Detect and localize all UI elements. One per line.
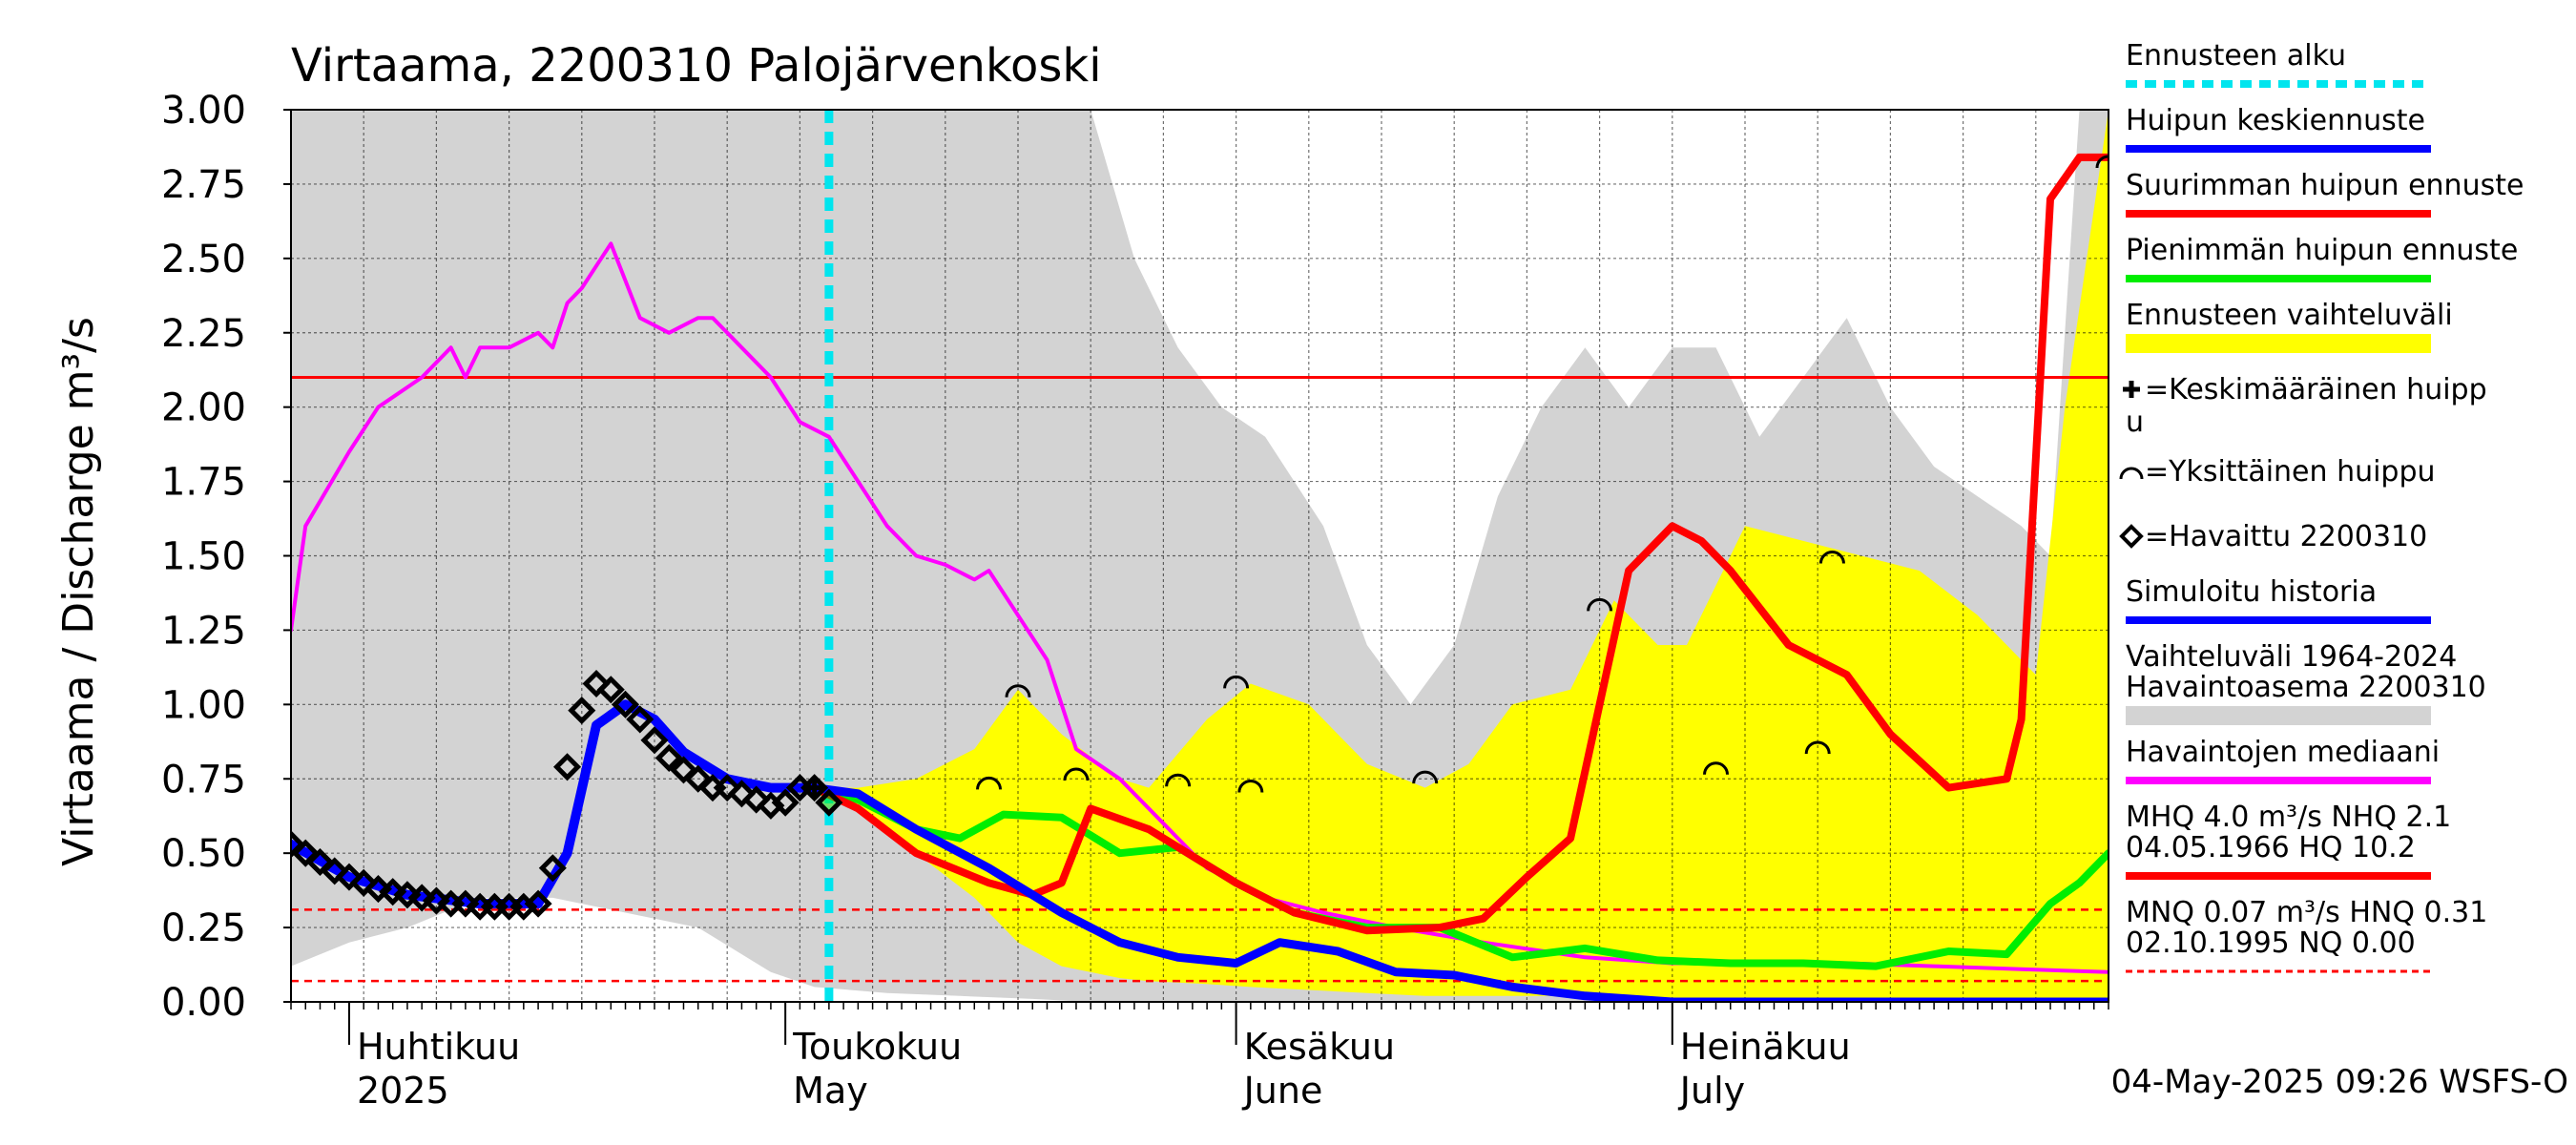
mean-peak-marker bbox=[803, 777, 825, 799]
observed-point bbox=[305, 847, 335, 877]
legend-item-label: Pienimmän huipun ennuste bbox=[2126, 234, 2518, 267]
x-month-label-fi: Heinäkuu bbox=[1680, 1026, 1851, 1068]
plot-area bbox=[290, 109, 2109, 1003]
x-month-label-fi: Kesäkuu bbox=[1244, 1026, 1396, 1068]
legend-item-label-2: Havaintoasema 2200310 bbox=[2126, 671, 2486, 704]
observed-point bbox=[727, 780, 756, 808]
y-axis-label: Virtaama / Discharge m³/s bbox=[54, 317, 103, 866]
observed-point bbox=[407, 884, 436, 912]
single-peaks bbox=[976, 155, 2109, 793]
observed-point bbox=[379, 878, 407, 906]
x-month-label-en: May bbox=[793, 1070, 868, 1112]
observed-point bbox=[364, 875, 392, 904]
single-peak-marker bbox=[1818, 551, 1845, 564]
x-month-label-en: June bbox=[1242, 1070, 1323, 1112]
single-peak-marker bbox=[1703, 761, 1730, 775]
legend-item-label: MNQ 0.07 m³/s HNQ 0.31 bbox=[2126, 896, 2487, 929]
observed-point bbox=[422, 886, 450, 915]
forecast-range-band bbox=[814, 110, 2109, 999]
chart-title: Virtaama, 2200310 Palojärvenkoski bbox=[291, 39, 1102, 93]
plot-clipped-group bbox=[291, 110, 2109, 1002]
legend-item-label: =Keskimääräinen huipp bbox=[2145, 373, 2487, 406]
observed-point bbox=[335, 863, 364, 891]
observed-point bbox=[626, 705, 654, 734]
single-peak-marker bbox=[1237, 779, 1264, 793]
legend-item-label-2: u bbox=[2126, 406, 2144, 439]
single-peak-marker bbox=[1804, 740, 1831, 755]
legend-item-label: Ennusteen alku bbox=[2126, 39, 2346, 73]
observed-point bbox=[291, 830, 305, 859]
x-month-label-en: July bbox=[1678, 1070, 1745, 1112]
y-tick-label: 2.75 bbox=[161, 163, 246, 207]
observed-point bbox=[321, 857, 349, 885]
y-tick-label: 0.50 bbox=[161, 832, 246, 876]
observed-point bbox=[713, 774, 741, 802]
single-peak-marker bbox=[1223, 675, 1250, 689]
observed-point bbox=[654, 743, 683, 772]
y-tick-label: 0.75 bbox=[161, 758, 246, 802]
y-tick-label: 1.00 bbox=[161, 683, 246, 727]
observed-point bbox=[349, 868, 378, 897]
timestamp-footer: 04-May-2025 09:26 WSFS-O bbox=[2111, 1063, 2568, 1101]
legend: Ennusteen alku Huipun keskiennuste Suurimm… bbox=[2119, 39, 2524, 973]
single-peak-marker bbox=[976, 776, 1003, 790]
observed-point bbox=[596, 676, 625, 704]
observed-point bbox=[815, 788, 843, 817]
observed-point bbox=[524, 889, 552, 918]
legend-swatch bbox=[2126, 334, 2431, 353]
y-tick-label: 2.00 bbox=[161, 386, 246, 430]
x-month-label-fi: Toukokuu bbox=[792, 1026, 962, 1068]
observed-point bbox=[291, 839, 320, 867]
single-peak-marker bbox=[1412, 770, 1439, 784]
y-tick-label: 1.25 bbox=[161, 609, 246, 653]
single-peak-marker bbox=[1005, 684, 1031, 697]
legend-diamond-icon bbox=[2119, 524, 2144, 549]
y-tick-label: 1.50 bbox=[161, 535, 246, 579]
observed-point bbox=[582, 669, 611, 698]
observed-point bbox=[684, 764, 713, 793]
x-month-label-fi: Huhtikuu bbox=[357, 1026, 520, 1068]
legend-item-label: Vaihteluväli 1964-2024 bbox=[2126, 640, 2457, 674]
legend-item-label: Huipun keskiennuste bbox=[2126, 104, 2425, 137]
x-month-label-en: 2025 bbox=[357, 1070, 449, 1112]
observed-point bbox=[393, 881, 422, 909]
series-havaittu-2200310 bbox=[291, 669, 843, 921]
y-tick-label: 3.00 bbox=[161, 89, 246, 133]
legend-item-label: MHQ 4.0 m³/s NHQ 2.1 bbox=[2126, 801, 2451, 834]
series-huipun-keskiennuste bbox=[810, 783, 2109, 1002]
single-peak-marker bbox=[2095, 155, 2109, 169]
legend-item-label: =Havaittu 2200310 bbox=[2145, 520, 2427, 553]
y-tick-label: 2.50 bbox=[161, 238, 246, 281]
legend-swatch bbox=[2126, 706, 2431, 725]
observed-point bbox=[538, 854, 567, 883]
y-tick-label: 0.00 bbox=[161, 981, 246, 1025]
observed-point bbox=[568, 697, 596, 725]
observed-point bbox=[611, 690, 640, 718]
y-tick-label: 1.75 bbox=[161, 461, 246, 505]
legend-item-label: Havaintojen mediaani bbox=[2126, 736, 2440, 769]
single-peak-marker bbox=[1587, 597, 1613, 612]
series-suurimman-huipun-ennuste bbox=[810, 153, 2109, 935]
legend-item-label-2: 02.10.1995 NQ 0.00 bbox=[2126, 926, 2416, 960]
y-tick-label: 2.25 bbox=[161, 312, 246, 356]
observed-point bbox=[742, 785, 771, 814]
y-tick-label: 0.25 bbox=[161, 906, 246, 950]
single-peak-marker bbox=[1063, 767, 1090, 781]
y-axis: 0.00 0.25 0.50 0.75 1.00 1.25 1.50 1.75 2.00 2.25… bbox=[161, 89, 291, 1025]
observed-point bbox=[451, 889, 480, 918]
observed-point bbox=[771, 788, 800, 817]
observed-point bbox=[553, 753, 582, 781]
single-peak-marker bbox=[1165, 773, 1192, 787]
observed-point bbox=[669, 756, 698, 784]
observed-point bbox=[640, 726, 669, 755]
legend-arc-icon bbox=[2119, 467, 2144, 480]
legend-item-label: Simuloitu historia bbox=[2126, 575, 2377, 609]
legend-plus-icon bbox=[2123, 381, 2140, 398]
legend-item-label-2: 04.05.1966 HQ 10.2 bbox=[2126, 831, 2416, 864]
legend-item-label: Suurimman huipun ennuste bbox=[2126, 169, 2524, 202]
legend-item-label: =Yksittäinen huippu bbox=[2145, 455, 2436, 489]
legend-item-label: Ennusteen vaihteluväli bbox=[2126, 299, 2453, 332]
